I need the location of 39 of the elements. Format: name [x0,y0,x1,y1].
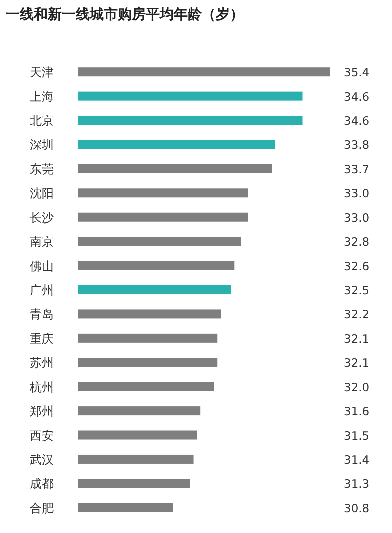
y-tick-label: 苏州 [30,356,54,370]
y-tick-label: 北京 [30,114,54,128]
data-label: 32.5 [344,284,370,298]
y-tick-label: 郑州 [30,404,54,419]
data-label: 32.0 [344,380,370,394]
y-tick-label: 长沙 [30,210,54,225]
chart-title: 一线和新一线城市购房平均年龄（岁） [6,6,244,23]
y-tick-label: 合肥 [30,501,54,516]
data-label: 31.6 [344,404,370,419]
y-tick-label: 东莞 [30,162,54,176]
y-tick-label: 杭州 [29,380,54,394]
y-tick-label: 武汉 [30,452,54,467]
data-label: 33.0 [344,210,370,225]
y-tick-label: 上海 [30,90,54,104]
data-label: 32.6 [344,259,370,274]
y-tick-label: 佛山 [30,259,54,274]
data-label: 31.3 [344,477,370,492]
data-label: 34.6 [344,114,370,128]
data-label: 35.4 [344,66,370,80]
y-tick-label: 沈阳 [30,186,54,201]
data-label: 33.0 [344,186,370,201]
y-tick-label: 广州 [30,284,54,298]
data-label: 33.8 [344,138,370,152]
y-tick-label: 西安 [30,428,54,443]
data-label: 32.1 [344,332,370,346]
data-label: 33.7 [344,162,370,176]
data-label: 31.5 [344,428,370,443]
y-tick-label: 南京 [30,235,54,250]
y-tick-label: 青岛 [30,308,54,322]
y-tick-label: 天津 [30,66,54,80]
y-tick-label: 重庆 [30,332,54,346]
data-label: 32.8 [344,235,370,250]
data-label: 32.2 [344,308,370,322]
data-label: 32.1 [344,356,370,370]
y-tick-label: 深圳 [30,138,54,152]
data-label: 30.8 [344,501,370,516]
y-tick-label: 成都 [30,477,54,492]
data-label: 31.4 [344,452,370,467]
data-label: 34.6 [344,90,370,104]
